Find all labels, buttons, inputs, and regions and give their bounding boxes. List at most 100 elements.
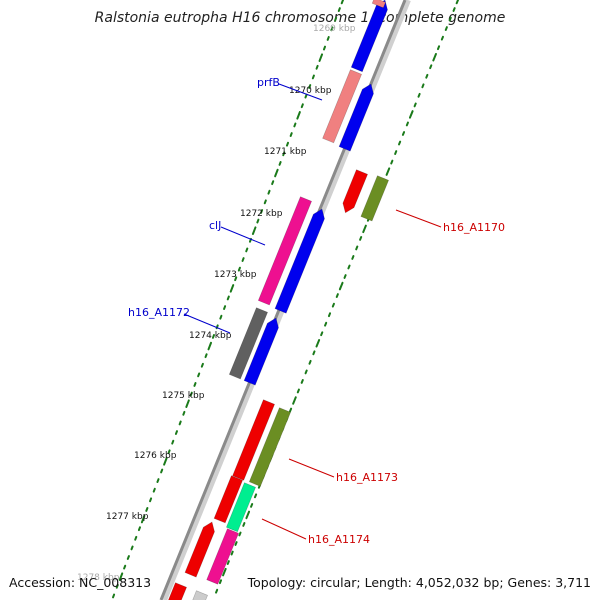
scale-label-1269: 1269 kbp <box>313 24 356 34</box>
inner-tick <box>245 247 249 253</box>
feature-blue <box>243 317 279 386</box>
inner-tick <box>207 341 213 351</box>
scale-labels: 1269 kbp 1270 kbp 1271 kbp 1272 kbp 1273… <box>77 24 356 583</box>
inner-tick <box>308 84 312 89</box>
outer-tick <box>425 73 429 79</box>
inner-tick <box>167 449 171 455</box>
inner-tick <box>251 226 257 235</box>
outer-tick <box>432 52 437 62</box>
feature-blue <box>338 83 374 152</box>
inner-tick <box>145 507 149 512</box>
outer-tick <box>234 541 238 546</box>
inner-tick <box>282 151 286 157</box>
inner-tick <box>174 430 179 435</box>
leader-line-h16_A1172 <box>183 313 231 334</box>
inner-tick <box>226 295 230 301</box>
outer-tick <box>408 110 414 119</box>
inner-tick <box>149 497 153 503</box>
outer-tick <box>421 83 425 89</box>
feature-salmon-top <box>371 0 386 9</box>
leader-line-h16_A1173 <box>288 458 335 478</box>
outer-tick <box>245 510 251 520</box>
outer-tick <box>312 350 316 356</box>
outer-tick <box>300 379 304 384</box>
inner-tick <box>204 353 208 359</box>
inner-tick <box>260 209 264 214</box>
gene-label-prfB: prfB <box>257 76 280 89</box>
outer-tick-ring <box>215 0 460 594</box>
outer-tick <box>401 131 406 136</box>
inner-tick <box>285 141 290 147</box>
inner-tick-ring <box>112 0 345 599</box>
inner-tick <box>289 132 293 137</box>
feature-red <box>213 475 243 524</box>
scale-label-1278: 1278 kbp <box>77 573 120 583</box>
inner-tick <box>182 410 186 416</box>
inner-tick <box>326 36 330 41</box>
inner-tick <box>156 478 160 484</box>
inner-tick <box>137 526 142 532</box>
inner-tick <box>171 439 175 445</box>
leader-line-h16_A1170 <box>395 209 442 228</box>
outer-tick <box>394 150 398 155</box>
outer-tick <box>335 293 339 298</box>
outer-tick <box>320 331 324 337</box>
outer-tick <box>359 236 363 241</box>
outer-tick <box>304 369 308 375</box>
feature-h16_A1174 <box>226 482 256 533</box>
feature-salmon <box>322 69 362 144</box>
inner-tick <box>118 572 124 581</box>
feature-h16_A1173 <box>248 407 291 487</box>
inner-tick <box>197 372 201 378</box>
outer-tick <box>347 264 351 270</box>
inner-tick <box>337 7 341 13</box>
scale-label-1274: 1274 kbp <box>189 331 232 341</box>
outer-tick <box>452 7 456 12</box>
inner-tick <box>340 0 345 5</box>
outer-tick <box>390 159 394 165</box>
inner-tick <box>311 74 315 80</box>
inner-tick <box>274 168 279 178</box>
outer-tick <box>226 560 230 565</box>
gene-label-h16_A1172: h16_A1172 <box>128 306 190 319</box>
inner-tick <box>219 314 223 320</box>
accession-label: Accession: NC_008313 <box>9 575 152 590</box>
outer-tick <box>324 321 328 327</box>
inner-tick <box>229 284 235 293</box>
gene-labels: prfB clJ h16_A1172 h16_A1170 h16_A1173 h… <box>128 76 505 546</box>
inner-tick <box>304 93 308 99</box>
inner-tick <box>160 468 164 474</box>
outer-tick <box>429 64 433 70</box>
scale-label-1271: 1271 kbp <box>264 147 307 157</box>
outer-tick <box>355 245 359 251</box>
outer-tick <box>413 102 417 108</box>
scale-label-1273: 1273 kbp <box>214 270 257 280</box>
inner-tick <box>267 189 271 195</box>
feature-h16_A1170 <box>360 175 389 222</box>
locus-label-h16_A1170: h16_A1170 <box>443 221 505 234</box>
inner-tick <box>112 593 116 599</box>
inner-tick <box>296 111 301 120</box>
outer-tick <box>215 588 219 594</box>
outer-tick <box>242 522 246 527</box>
inner-tick <box>185 399 190 408</box>
outer-tick <box>250 503 254 508</box>
feature-track <box>168 0 389 600</box>
outer-tick <box>292 396 297 405</box>
outer-tick <box>230 550 234 556</box>
outer-tick <box>338 281 344 291</box>
locus-label-h16_A1173: h16_A1173 <box>336 471 398 484</box>
leader-line-prfB <box>278 83 323 101</box>
scale-label-1272: 1272 kbp <box>240 209 283 219</box>
leader-line-clJ <box>220 226 266 246</box>
outer-tick <box>440 35 444 41</box>
outer-tick <box>398 140 402 146</box>
inner-tick <box>140 514 146 524</box>
outer-tick <box>444 26 448 31</box>
outer-tick <box>385 167 391 176</box>
inner-tick <box>123 564 127 570</box>
outer-tick <box>253 493 258 499</box>
label-leader-lines <box>183 83 442 540</box>
inner-tick <box>152 487 156 493</box>
